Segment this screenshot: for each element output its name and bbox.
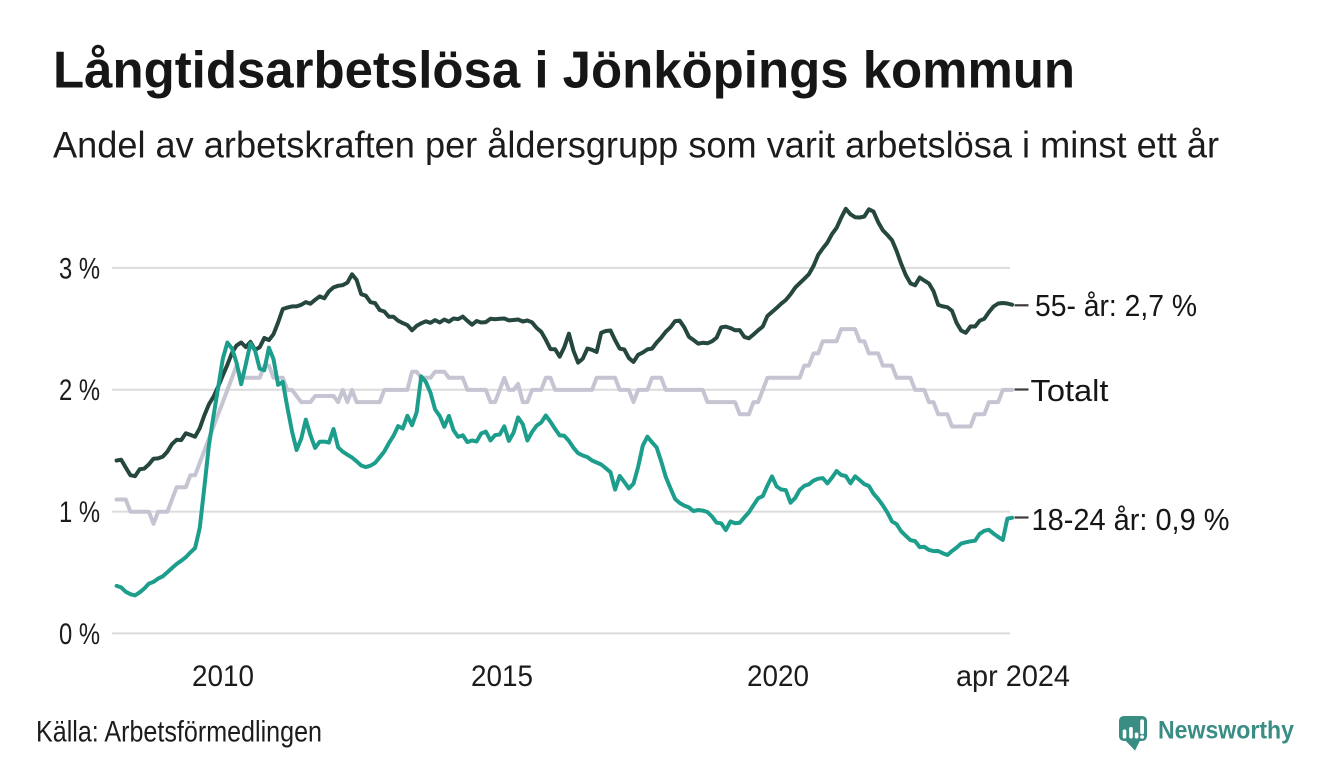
svg-text:0 %: 0 % [59, 618, 100, 651]
svg-text:3 %: 3 % [59, 252, 100, 285]
svg-text:Andel av arbetskraften per åld: Andel av arbetskraften per åldersgrupp s… [53, 124, 1219, 165]
svg-text:Långtidsarbetslösa i Jönköping: Långtidsarbetslösa i Jönköpings kommun [53, 42, 1075, 100]
svg-text:2 %: 2 % [59, 374, 100, 407]
svg-text:Källa: Arbetsförmedlingen: Källa: Arbetsförmedlingen [36, 715, 322, 748]
svg-text:apr 2024: apr 2024 [956, 660, 1070, 693]
svg-text:Newsworthy: Newsworthy [1158, 717, 1294, 745]
svg-text:55- år: 2,7 %: 55- år: 2,7 % [1035, 288, 1197, 323]
svg-text:18-24 år: 0,9 %: 18-24 år: 0,9 % [1032, 502, 1230, 537]
svg-text:2015: 2015 [471, 660, 533, 693]
svg-text:1 %: 1 % [59, 496, 100, 529]
svg-text:2020: 2020 [747, 660, 809, 693]
svg-text:Totalt: Totalt [1031, 373, 1109, 408]
svg-text:2010: 2010 [192, 660, 254, 693]
